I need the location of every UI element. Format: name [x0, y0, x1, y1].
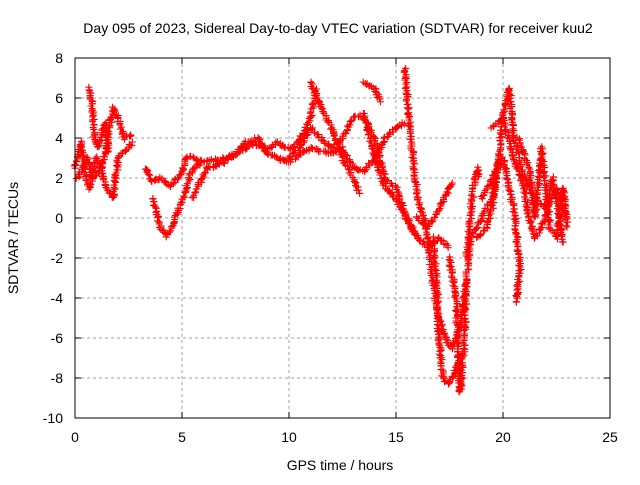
plus-markers [149, 159, 205, 241]
grid [75, 58, 610, 418]
series-trace3 [85, 83, 113, 156]
x-tick-label: 5 [178, 429, 186, 445]
plus-markers [462, 163, 483, 262]
plus-markers [477, 153, 525, 306]
plus-markers [413, 179, 456, 232]
x-tick-label: 15 [388, 429, 404, 445]
y-tick-label: 6 [55, 90, 63, 106]
plus-markers [513, 133, 572, 243]
series-trace17 [477, 153, 525, 306]
series-trace9 [359, 78, 384, 106]
y-tick-label: -2 [51, 250, 64, 266]
x-tick-label: 10 [281, 429, 297, 445]
x-tick-label: 20 [495, 429, 511, 445]
series-trace8 [307, 78, 364, 197]
series-trace13 [413, 179, 456, 232]
series-trace2 [72, 138, 136, 201]
series-trace5 [149, 159, 205, 241]
plus-markers [428, 233, 465, 388]
plus-markers [359, 78, 384, 106]
plus-markers [85, 83, 113, 156]
y-tick-label: -10 [43, 410, 63, 426]
y-tick-label: 0 [55, 210, 63, 226]
chart-title: Day 095 of 2023, Sidereal Day-to-day VTE… [83, 20, 593, 36]
y-tick-label: -4 [51, 290, 64, 306]
series-trace10 [360, 115, 421, 240]
y-tick-label: 4 [55, 130, 63, 146]
plus-markers [72, 138, 136, 201]
plot-frame [74, 57, 611, 419]
x-axis-label: GPS time / hours [287, 457, 394, 473]
x-tick-label: 0 [71, 429, 79, 445]
y-tick-label: 8 [55, 50, 63, 66]
plus-markers [360, 115, 421, 240]
series-trace15 [462, 163, 483, 262]
series-trace12 [428, 233, 465, 388]
y-axis-label: SDTVAR / TECUs [5, 182, 21, 294]
y-tick-label: 2 [55, 170, 63, 186]
axis-ticks: 0 5 10 15 20 25 -10 -8 -6 -4 -2 0 2 4 6 8 [43, 50, 618, 445]
data-points [70, 64, 572, 396]
plus-markers [307, 78, 364, 197]
series-trace19 [513, 133, 572, 243]
y-tick-label: -8 [51, 370, 64, 386]
y-tick-label: -6 [51, 330, 64, 346]
x-tick-label: 25 [602, 429, 618, 445]
